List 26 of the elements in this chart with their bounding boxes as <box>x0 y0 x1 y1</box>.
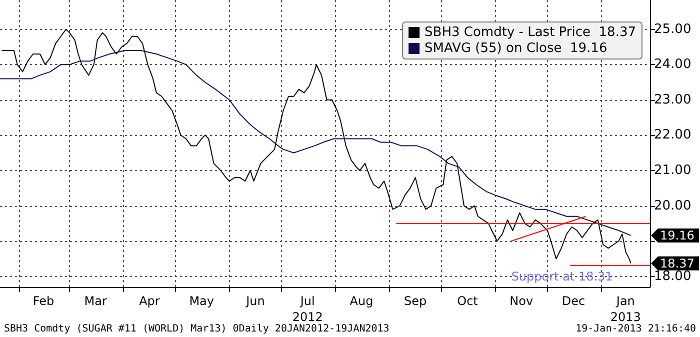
x-tick-label: Feb <box>32 294 54 308</box>
x-tick-label: Jun <box>245 294 265 308</box>
y-tick-label: 22.00 <box>654 128 692 143</box>
x-tick-label: Mar <box>84 294 107 308</box>
annotation: Support at 18.31 <box>511 269 613 284</box>
x-tick-label: Sep <box>404 294 427 308</box>
legend-label: SBH3 Comdty - Last Price 18.37 <box>424 25 636 40</box>
x-tick-label: Jul 2012 <box>292 294 323 324</box>
legend-label: SMAVG (55) on Close 19.16 <box>424 41 608 56</box>
text: 19-Jan-2013 21:16:40 <box>576 324 696 334</box>
y-tick-label: 23.00 <box>654 92 692 108</box>
y-tick-label: 21.00 <box>654 163 692 178</box>
x-tick-label: Aug <box>350 294 374 308</box>
x-tick-label: Dec <box>562 294 586 308</box>
y-tick-label: 20.00 <box>654 198 692 214</box>
text: 18.37 <box>660 256 694 270</box>
text: 19.16 <box>660 228 694 242</box>
y-tick-label: 24.00 <box>654 57 692 72</box>
x-tick-label: Nov <box>510 294 534 308</box>
text: SBH3 Comdty (SUGAR #11 (WORLD) Mar13) 0Daily 20JAN2012-19JAN2013 <box>4 324 390 334</box>
y-tick-label: 25.00 <box>654 22 692 37</box>
x-tick-label: Oct <box>457 294 478 308</box>
x-tick-label: Jan 2013 <box>610 294 641 324</box>
x-tick-label: May <box>189 294 214 308</box>
x-tick-label: Apr <box>139 294 160 308</box>
y-tick-label: 18.00 <box>654 268 692 284</box>
